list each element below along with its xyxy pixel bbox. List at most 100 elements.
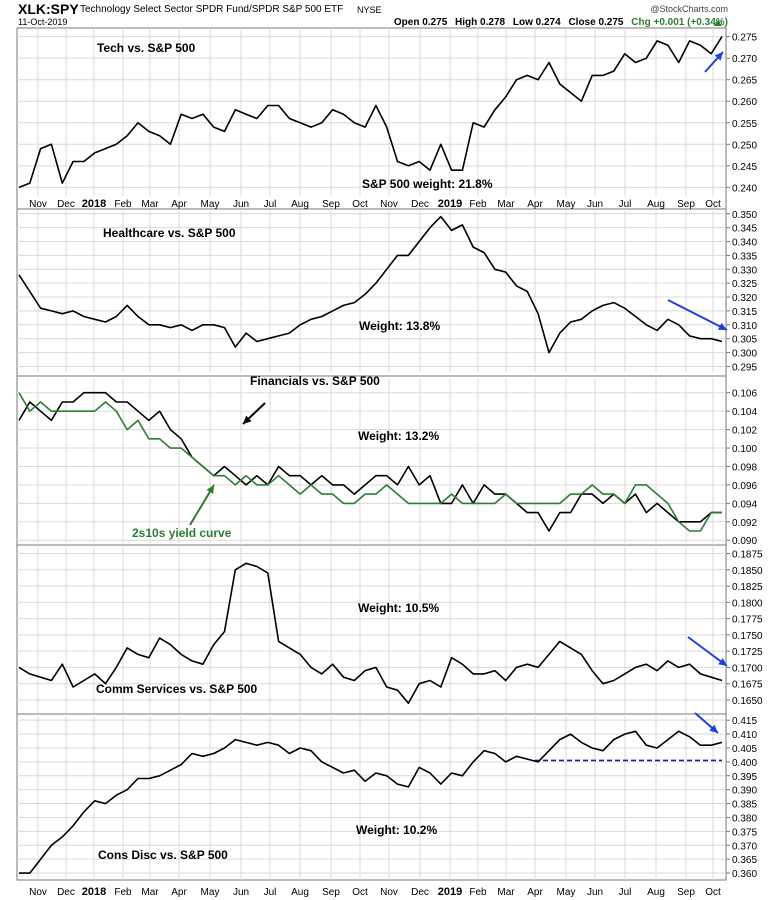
y-tick-label: 0.092 <box>732 518 757 529</box>
x-tick-label: Nov <box>29 199 47 210</box>
y-tick-label: 0.305 <box>732 335 757 346</box>
overlay-series-line <box>18 392 722 532</box>
y-tick-label: 0.255 <box>732 119 757 130</box>
x-tick-label: Jun <box>587 887 603 898</box>
change-value: Chg +0.001 (+0.34%) <box>631 17 728 28</box>
y-tick-label: 0.365 <box>732 855 757 866</box>
y-tick-label: 0.1800 <box>732 598 763 609</box>
x-tick-label: 2019 <box>438 198 462 210</box>
series-line <box>19 730 723 874</box>
x-tick-label: Sep <box>322 199 340 210</box>
y-tick-label: 0.295 <box>732 362 757 373</box>
x-tick-label: Mar <box>141 199 159 210</box>
y-tick-label: 0.350 <box>732 210 757 221</box>
x-tick-label: Sep <box>677 199 695 210</box>
series-line <box>18 36 723 189</box>
chart-frame <box>16 27 727 881</box>
y-tick-label: 0.385 <box>732 800 757 811</box>
x-tick-label: Nov <box>380 887 398 898</box>
y-tick-label: 0.270 <box>732 54 757 65</box>
y-tick-label: 0.345 <box>732 224 757 235</box>
x-tick-label: Feb <box>469 887 487 898</box>
x-tick-label: Dec <box>411 199 429 210</box>
panel-title: Healthcare vs. S&P 500 <box>103 226 236 240</box>
x-tick-label: Jun <box>587 199 603 210</box>
weight-annotation: Weight: 10.2% <box>356 823 437 837</box>
y-tick-label: 0.106 <box>732 389 757 400</box>
x-tick-label: Oct <box>352 887 368 898</box>
x-tick-label: Apr <box>171 887 187 898</box>
up-triangle-icon <box>714 20 722 26</box>
weight-annotation: Weight: 10.5% <box>358 601 439 615</box>
y-tick-label: 0.265 <box>732 76 757 87</box>
y-tick-label: 0.330 <box>732 265 757 276</box>
x-tick-label: Oct <box>352 199 368 210</box>
weight-annotation: Weight: 13.8% <box>359 319 440 333</box>
y-tick-label: 0.315 <box>732 307 757 318</box>
exchange-label: NYSE <box>357 5 382 15</box>
x-tick-label: Apr <box>527 887 543 898</box>
y-tick-label: 0.245 <box>732 162 757 173</box>
x-tick-label: May <box>201 199 220 210</box>
y-tick-label: 0.325 <box>732 279 757 290</box>
y-tick-label: 0.335 <box>732 251 757 262</box>
x-tick-label: Sep <box>677 887 695 898</box>
x-tick-label: Jul <box>264 887 277 898</box>
x-tick-label: Apr <box>171 199 187 210</box>
green-arrow-head <box>206 485 214 494</box>
x-tick-label: Apr <box>527 199 543 210</box>
close-value: Close 0.275 <box>568 17 624 28</box>
x-tick-label: Jul <box>264 199 277 210</box>
y-tick-label: 0.340 <box>732 238 757 249</box>
y-tick-label: 0.1750 <box>732 631 763 642</box>
panel-title: Cons Disc vs. S&P 500 <box>98 848 228 862</box>
series-line <box>18 562 723 704</box>
y-tick-label: 0.1850 <box>732 566 763 577</box>
x-tick-label: 2018 <box>82 198 106 210</box>
x-tick-label: Aug <box>647 199 665 210</box>
x-tick-label: Mar <box>141 887 159 898</box>
symbol-label: XLK:SPY <box>18 1 79 17</box>
x-tick-label: Aug <box>291 887 309 898</box>
overlay-label: 2s10s yield curve <box>132 526 232 540</box>
x-tick-label: May <box>557 199 576 210</box>
x-tick-label: Mar <box>497 199 515 210</box>
blue-arrow-down-head <box>718 658 727 666</box>
x-tick-label: Feb <box>114 199 132 210</box>
x-tick-label: Jun <box>233 887 249 898</box>
weight-annotation: Weight: 13.2% <box>358 429 439 443</box>
x-tick-label: Sep <box>322 887 340 898</box>
y-tick-label: 0.400 <box>732 758 757 769</box>
x-tick-label: 2018 <box>82 886 106 898</box>
y-tick-label: 0.1775 <box>732 615 763 626</box>
blue-arrow-down-head <box>718 322 727 330</box>
black-arrow-head <box>243 415 252 424</box>
y-tick-label: 0.104 <box>732 407 757 418</box>
y-tick-label: 0.250 <box>732 140 757 151</box>
y-tick-label: 0.310 <box>732 321 757 332</box>
y-tick-label: 0.390 <box>732 786 757 797</box>
blue-arrow-down-head <box>709 724 718 733</box>
y-tick-label: 0.405 <box>732 744 757 755</box>
x-tick-label: Oct <box>705 887 721 898</box>
weight-annotation: S&P 500 weight: 21.8% <box>362 177 493 191</box>
y-tick-label: 0.096 <box>732 481 757 492</box>
x-tick-label: May <box>557 887 576 898</box>
y-tick-label: 0.1725 <box>732 647 763 658</box>
y-tick-label: 0.094 <box>732 499 757 510</box>
high-value: High 0.278 <box>455 17 506 28</box>
ohlc-readout: Open 0.275 High 0.278 Low 0.274 Close 0.… <box>389 17 728 28</box>
y-tick-label: 0.1675 <box>732 680 763 691</box>
y-tick-label: 0.300 <box>732 349 757 360</box>
low-value: Low 0.274 <box>512 17 561 28</box>
y-tick-label: 0.102 <box>732 426 757 437</box>
y-tick-label: 0.260 <box>732 97 757 108</box>
y-tick-label: 0.415 <box>732 716 757 727</box>
x-tick-label: Aug <box>291 199 309 210</box>
x-tick-label: Feb <box>469 199 487 210</box>
series-line <box>18 391 722 532</box>
x-tick-label: Nov <box>380 199 398 210</box>
instrument-name: Technology Select Sector SPDR Fund/SPDR … <box>80 4 344 15</box>
y-tick-label: 0.1700 <box>732 663 763 674</box>
y-tick-label: 0.100 <box>732 444 757 455</box>
